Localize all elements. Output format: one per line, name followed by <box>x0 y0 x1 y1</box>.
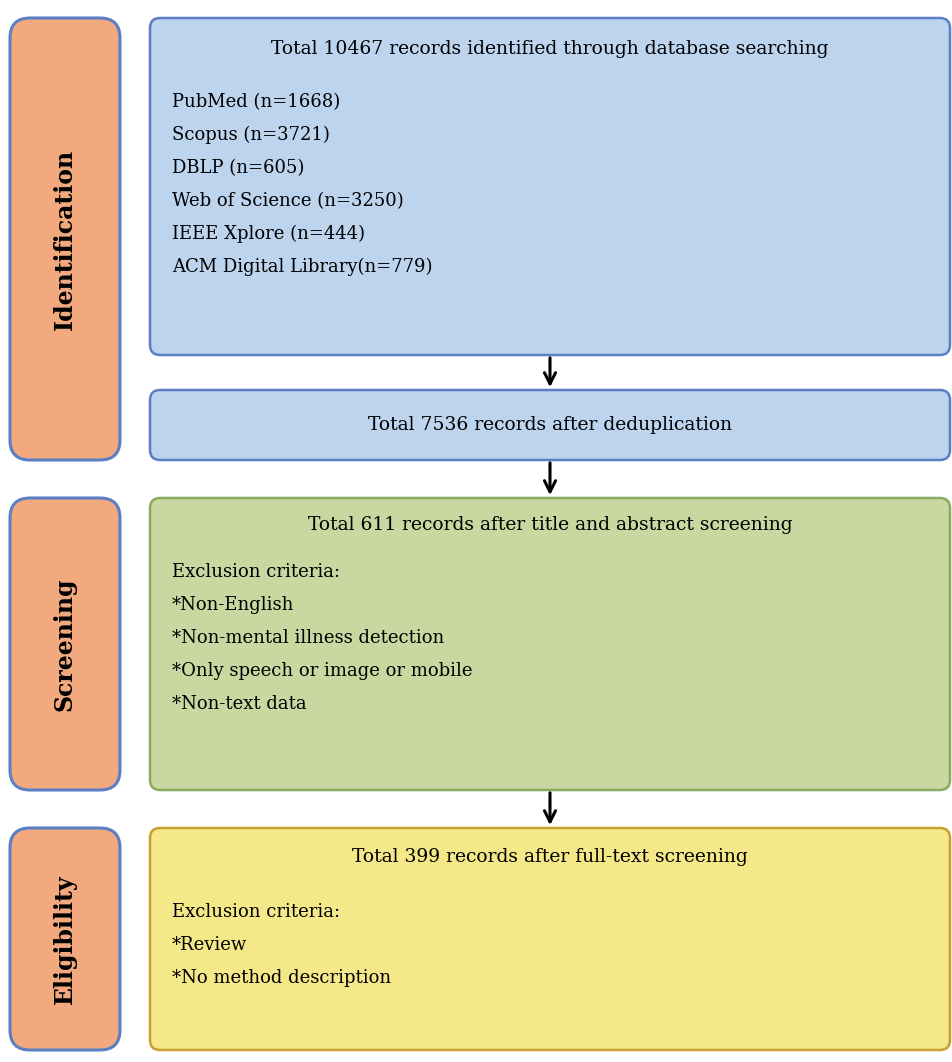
Text: PubMed (n=1668): PubMed (n=1668) <box>172 93 340 112</box>
FancyBboxPatch shape <box>150 828 950 1050</box>
Text: *Only speech or image or mobile: *Only speech or image or mobile <box>172 662 472 680</box>
FancyBboxPatch shape <box>150 498 950 790</box>
FancyBboxPatch shape <box>10 498 120 790</box>
Text: IEEE Xplore (n=444): IEEE Xplore (n=444) <box>172 225 365 243</box>
Text: *Non-text data: *Non-text data <box>172 695 307 713</box>
Text: Exclusion criteria:: Exclusion criteria: <box>172 903 340 921</box>
Text: Scopus (n=3721): Scopus (n=3721) <box>172 126 330 144</box>
FancyBboxPatch shape <box>10 18 120 460</box>
Text: *Review: *Review <box>172 936 248 954</box>
Text: Eligibility: Eligibility <box>53 874 77 1004</box>
Text: ACM Digital Library(n=779): ACM Digital Library(n=779) <box>172 258 432 276</box>
Text: *No method description: *No method description <box>172 969 391 987</box>
FancyBboxPatch shape <box>150 390 950 460</box>
FancyBboxPatch shape <box>150 18 950 355</box>
FancyBboxPatch shape <box>10 828 120 1050</box>
Text: Exclusion criteria:: Exclusion criteria: <box>172 563 340 581</box>
Text: Total 611 records after title and abstract screening: Total 611 records after title and abstra… <box>307 516 792 534</box>
Text: Total 10467 records identified through database searching: Total 10467 records identified through d… <box>271 40 829 58</box>
Text: Web of Science (n=3250): Web of Science (n=3250) <box>172 192 404 210</box>
Text: Total 7536 records after deduplication: Total 7536 records after deduplication <box>367 416 732 434</box>
Text: Identification: Identification <box>53 149 77 329</box>
Text: Total 399 records after full-text screening: Total 399 records after full-text screen… <box>352 847 748 866</box>
Text: *Non-English: *Non-English <box>172 596 294 614</box>
Text: Screening: Screening <box>53 578 77 710</box>
Text: DBLP (n=605): DBLP (n=605) <box>172 159 305 177</box>
Text: *Non-mental illness detection: *Non-mental illness detection <box>172 629 445 647</box>
